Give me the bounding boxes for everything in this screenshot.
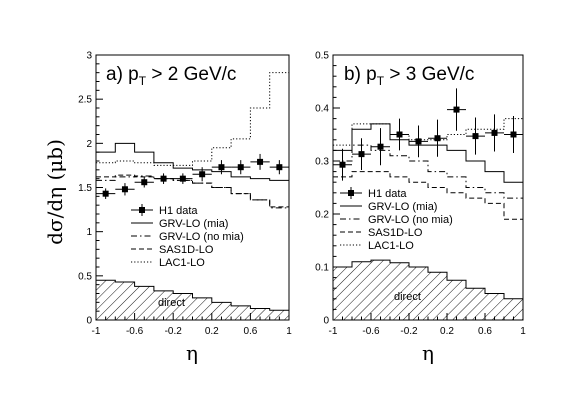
panel-title: b) pT > 3 GeV/c (344, 64, 474, 88)
data-point (472, 133, 479, 140)
data-point (141, 179, 148, 186)
x-tick-label: 0.6 (243, 326, 257, 337)
y-tick-label: 3 (86, 51, 92, 62)
legend-label: LAC1-LO (159, 257, 205, 269)
legend-marker-square (139, 207, 145, 213)
direct-label: direct (394, 291, 421, 303)
data-point (453, 106, 460, 113)
data-point (237, 164, 244, 171)
series-sas1d-lo (333, 171, 523, 220)
chart-panel-b: direct -1 -0.6 -0.2 0.2 0.6 1 0 0.1 0.2 0.3 0.4 0.5 b… (315, 51, 526, 338)
y-tick-label: 0.2 (315, 210, 329, 221)
data-point (377, 143, 384, 150)
y-tick-label: 0.4 (315, 104, 329, 115)
data-point (218, 164, 225, 171)
data-point (434, 135, 441, 142)
x-tick-label: 1 (520, 326, 526, 337)
data-point (199, 171, 206, 178)
y-tick-label: 0 (323, 316, 329, 327)
x-tick-label: -1 (329, 326, 338, 337)
x-axis-label-panel-b: η (422, 341, 434, 365)
data-point (179, 175, 186, 182)
legend-label: GRV-LO (mia) (368, 201, 437, 213)
series-lac1-lo (96, 72, 289, 166)
x-tick-label: 0.6 (478, 326, 492, 337)
x-tick-label: -0.6 (362, 326, 380, 337)
chart-panel-a: direct -1 -0.6 -0.2 0.2 0.6 1 0 0.5 1 1.5 2 2.5 3 a) p… (78, 51, 292, 338)
data-point (160, 175, 167, 182)
y-tick-label: 2.5 (78, 95, 92, 106)
data-point (257, 158, 264, 165)
legend-label: GRV-LO (no mia) (159, 231, 244, 243)
x-tick-label: -0.6 (126, 326, 144, 337)
y-tick-label: 0.3 (315, 157, 329, 168)
x-tick-label: -1 (92, 326, 101, 337)
data-point (510, 131, 517, 138)
series-grv-lo-no-mia (333, 144, 523, 199)
data-point (396, 131, 403, 138)
data-point (491, 129, 498, 136)
data-point (415, 138, 422, 145)
y-tick-label: 1 (86, 227, 92, 238)
legend-label: SAS1D-LO (159, 244, 214, 256)
legend-label: GRV-LO (no mia) (368, 214, 453, 226)
legend-label: H1 data (368, 188, 407, 200)
data-point (102, 190, 109, 197)
legend-label: LAC1-LO (368, 240, 414, 252)
panel-title: a) pT > 2 GeV/c (106, 64, 236, 88)
data-point (276, 164, 283, 171)
series-grv-lo-mia (333, 123, 523, 183)
x-axis-label-panel-a: η (186, 341, 198, 365)
legend-label: SAS1D-LO (368, 227, 423, 239)
legend-label: GRV-LO (mia) (159, 218, 228, 230)
y-axis-label: dσ/dη (μb) (43, 139, 67, 245)
data-point (121, 186, 128, 193)
y-tick-label: 0.1 (315, 263, 329, 274)
direct-histogram (95, 279, 290, 321)
y-tick-label: 0 (86, 316, 92, 327)
direct-label: direct (158, 297, 185, 309)
x-tick-label: 0.2 (205, 326, 219, 337)
x-tick-label: -0.2 (400, 326, 418, 337)
series-grv-lo-mia (96, 142, 289, 181)
x-tick-label: -0.2 (165, 326, 183, 337)
y-tick-label: 2 (86, 139, 92, 150)
legend-marker-square (348, 190, 354, 196)
x-tick-label: 1 (286, 326, 292, 337)
x-tick-label: 0.2 (440, 326, 454, 337)
data-point (339, 161, 346, 168)
y-tick-label: 1.5 (78, 183, 92, 194)
direct-histogram (332, 259, 524, 321)
legend-label: H1 data (159, 205, 198, 217)
series-sas1d-lo (96, 174, 289, 208)
data-point (358, 151, 365, 158)
series-lac1-lo (333, 118, 523, 146)
y-tick-label: 0.5 (315, 51, 329, 62)
y-tick-label: 0.5 (78, 271, 92, 282)
